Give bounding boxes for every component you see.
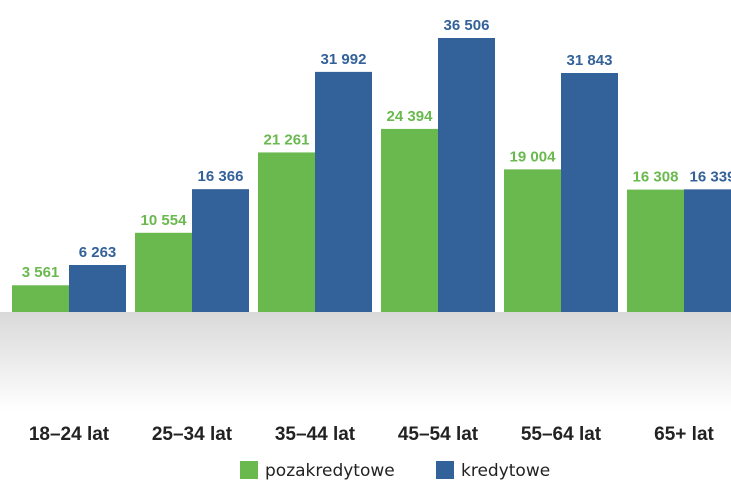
bar — [381, 129, 438, 312]
bar — [69, 265, 126, 312]
value-label: 16 366 — [198, 168, 244, 185]
bar — [12, 285, 69, 312]
legend-swatch — [240, 461, 258, 479]
legend-label: kredytowe — [461, 461, 550, 481]
value-label: 19 004 — [510, 148, 557, 165]
bar — [504, 169, 561, 312]
bar — [561, 73, 618, 312]
x-tick-label: 45–54 lat — [398, 424, 479, 445]
chart: 3 561 6 263 18–24 lat 10 554 16 366 25–34 lat… — [0, 0, 731, 482]
x-tick-label: 25–34 lat — [152, 424, 233, 445]
value-label: 31 843 — [567, 52, 613, 69]
x-tick-label: 65+ lat — [654, 424, 714, 445]
bar — [627, 190, 684, 312]
x-tick-label: 55–64 lat — [521, 424, 602, 445]
bar — [315, 72, 372, 312]
x-tick-label: 35–44 lat — [275, 424, 356, 445]
bar — [258, 152, 315, 312]
bar — [684, 189, 731, 312]
value-label: 3 561 — [22, 264, 60, 281]
value-label: 10 554 — [141, 212, 188, 229]
value-label: 16 308 — [633, 169, 679, 186]
value-label: 24 394 — [387, 108, 434, 125]
value-label: 16 339 — [690, 168, 731, 185]
bar — [135, 233, 192, 312]
legend-label: pozakredytowe — [265, 461, 395, 481]
bar — [438, 38, 495, 312]
value-label: 36 506 — [444, 17, 490, 34]
legend-swatch — [436, 461, 454, 479]
value-label: 21 261 — [264, 131, 310, 148]
bar — [192, 189, 249, 312]
floor-band — [0, 312, 731, 412]
value-label: 6 263 — [79, 244, 117, 261]
x-tick-label: 18–24 lat — [29, 424, 110, 445]
value-label: 31 992 — [321, 51, 367, 68]
